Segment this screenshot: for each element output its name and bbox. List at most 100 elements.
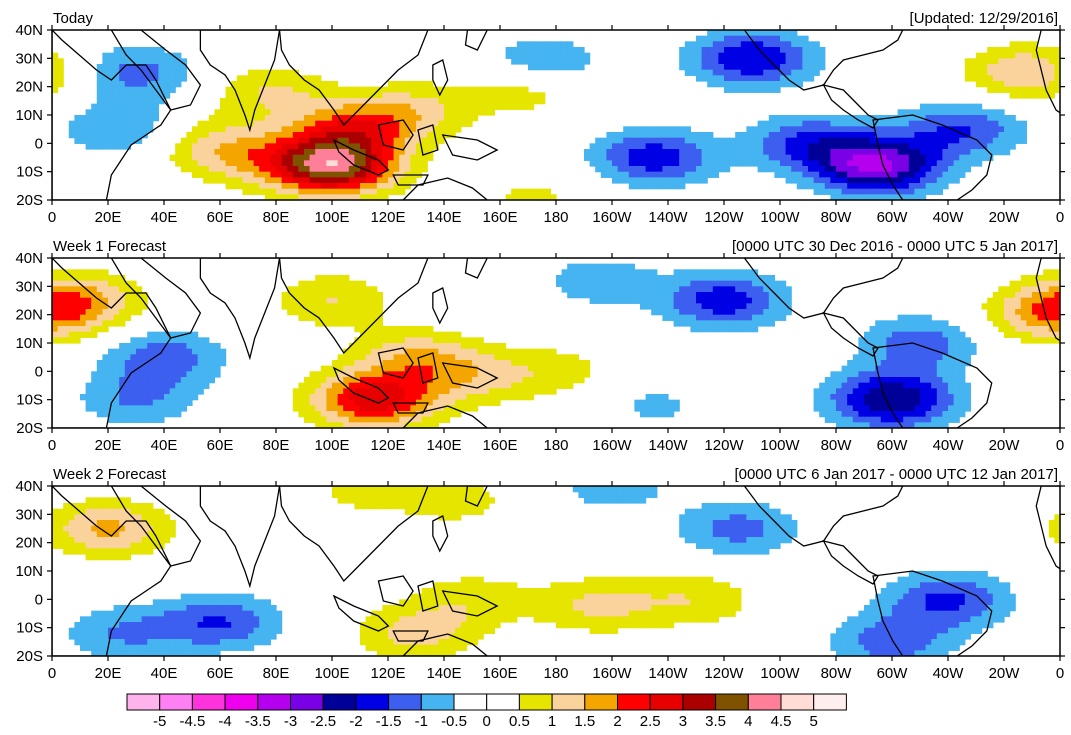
longitude-label: 20E — [95, 209, 122, 226]
panel-title: Today — [53, 10, 94, 27]
latitude-label: 0 — [35, 591, 43, 608]
colorbar-label: 4.5 — [771, 713, 792, 730]
longitude-label: 160W — [592, 665, 632, 682]
latitude-label: 10S — [16, 164, 43, 181]
colorbar-swatch — [486, 693, 520, 711]
colorbar-label: 2.5 — [640, 713, 661, 730]
colorbar-label: -3.5 — [245, 713, 271, 730]
colorbar-swatch — [518, 693, 553, 711]
longitude-label: 120W — [704, 665, 744, 682]
latitude-label: 0 — [35, 363, 43, 380]
colorbar-swatch — [617, 693, 651, 711]
colorbar-swatch — [780, 693, 815, 711]
latitude-label: 40N — [15, 478, 43, 495]
longitude-label: 120W — [704, 437, 744, 454]
anomaly-field — [52, 258, 1060, 428]
colorbar-swatch — [290, 693, 324, 711]
longitude-label: 180 — [543, 437, 568, 454]
longitude-label: 60E — [207, 665, 234, 682]
colorbar-label: -0.5 — [441, 713, 467, 730]
colorbar-swatch — [551, 693, 586, 711]
longitude-label: 80E — [263, 665, 290, 682]
anomaly-field — [52, 486, 1060, 656]
longitude-label: 160W — [592, 209, 632, 226]
colorbar-label: 2 — [613, 713, 621, 730]
colorbar-label: 1 — [548, 713, 556, 730]
colorbar-label: -1 — [415, 713, 428, 730]
colorbar-swatch — [257, 693, 291, 711]
longitude-label: 60W — [877, 665, 909, 682]
colorbar-label: 4 — [744, 713, 752, 730]
longitude-label: 60W — [877, 209, 909, 226]
colorbar-label: -2.5 — [310, 713, 336, 730]
longitude-label: 40W — [933, 665, 965, 682]
longitude-label: 80W — [821, 209, 853, 226]
colorbar-swatch — [747, 693, 782, 711]
longitude-label: 20W — [989, 209, 1021, 226]
longitude-label: 140W — [648, 665, 688, 682]
longitude-label: 120E — [370, 209, 405, 226]
longitude-label: 20E — [95, 665, 122, 682]
latitude-label: 0 — [35, 135, 43, 152]
longitude-label: 60E — [207, 209, 234, 226]
latitude-label: 10N — [15, 563, 43, 580]
colorbar-swatch — [682, 693, 717, 711]
anomaly-field — [52, 30, 1060, 200]
colorbar-swatch — [584, 693, 618, 711]
panels: Today [Updated: 12/29/2016] 40N 30N 20N 10N 0 1… — [15, 10, 1065, 682]
colorbar-label: 0 — [483, 713, 491, 730]
panel-period: [0000 UTC 30 Dec 2016 - 0000 UTC 5 Jan 2… — [732, 238, 1058, 255]
latitude-label: 20N — [15, 307, 43, 324]
longitude-label: 80W — [821, 665, 853, 682]
longitude-label: 160E — [482, 665, 517, 682]
latitude-label: 30N — [15, 50, 43, 67]
colorbar-swatch — [715, 693, 749, 711]
longitude-label: 100E — [314, 209, 349, 226]
longitude-label: 0 — [1056, 437, 1064, 454]
longitude-label: 40W — [933, 209, 965, 226]
longitude-label: 80W — [821, 437, 853, 454]
longitude-label: 100W — [760, 437, 800, 454]
colorbar-label: -2 — [349, 713, 362, 730]
latitude-label: 10S — [16, 392, 43, 409]
longitude-label: 0 — [48, 209, 56, 226]
longitude-label: 140E — [426, 209, 461, 226]
longitude-label: 60E — [207, 437, 234, 454]
colorbar-label: -4 — [218, 713, 231, 730]
latitude-label: 20S — [16, 192, 43, 209]
longitude-label: 120E — [370, 665, 405, 682]
latitude-label: 20S — [16, 648, 43, 665]
longitude-label: 100E — [314, 437, 349, 454]
colorbar-label: -1.5 — [376, 713, 402, 730]
colorbar-label: 3 — [679, 713, 687, 730]
longitude-label: 160W — [592, 437, 632, 454]
panel-period: [Updated: 12/29/2016] — [910, 10, 1058, 27]
colorbar-label: 3.5 — [705, 713, 726, 730]
longitude-label: 140E — [426, 665, 461, 682]
colorbar-swatch — [224, 693, 259, 711]
panel-title: Week 1 Forecast — [53, 238, 167, 255]
longitude-label: 40E — [151, 437, 178, 454]
longitude-label: 120W — [704, 209, 744, 226]
longitude-label: 40W — [933, 437, 965, 454]
longitude-label: 40E — [151, 665, 178, 682]
colorbar-swatch — [126, 693, 161, 711]
map-panel: Week 1 Forecast [0000 UTC 30 Dec 2016 - 0… — [15, 238, 1065, 454]
latitude-label: 30N — [15, 506, 43, 523]
longitude-label: 20W — [989, 437, 1021, 454]
latitude-label: 10N — [15, 107, 43, 124]
longitude-label: 100W — [760, 665, 800, 682]
colorbar-legend: -5 -4.5 -4 -3.5 -3 -2.5 -2 -1.5 -1 -0.5 0 0.5 1 1.5 2 2… — [126, 693, 847, 730]
longitude-label: 140E — [426, 437, 461, 454]
longitude-label: 0 — [1056, 209, 1064, 226]
map-panel: Week 2 Forecast [0000 UTC 6 Jan 2017 - 00… — [15, 466, 1065, 682]
panel-period: [0000 UTC 6 Jan 2017 - 0000 UTC 12 Jan 2… — [734, 466, 1058, 483]
latitude-label: 20S — [16, 420, 43, 437]
latitude-label: 30N — [15, 278, 43, 295]
latitude-label: 40N — [15, 22, 43, 39]
colorbar-swatch — [420, 693, 455, 711]
colorbar-swatch — [813, 693, 847, 711]
latitude-label: 40N — [15, 250, 43, 267]
colorbar-swatch — [649, 693, 684, 711]
